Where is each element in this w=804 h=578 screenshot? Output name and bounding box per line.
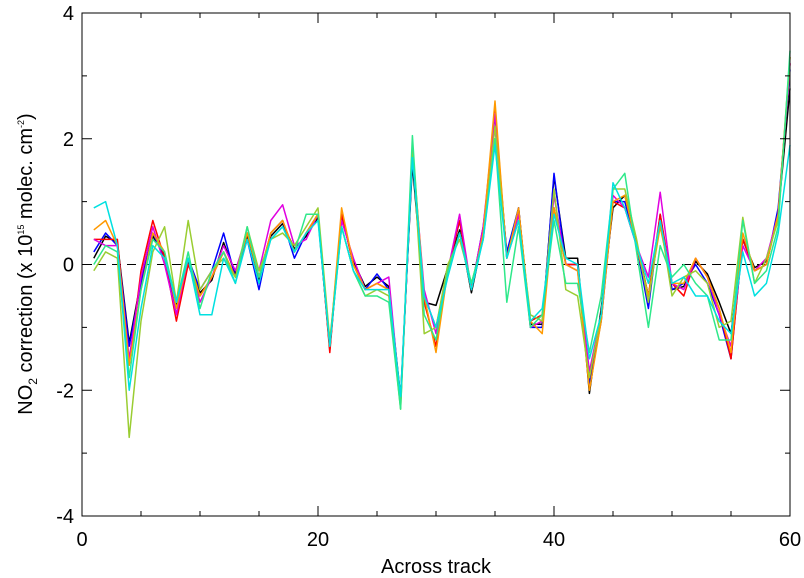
- y-tick-label: 2: [63, 129, 74, 151]
- y-label-sub: 2: [26, 378, 40, 385]
- y-label-part: ): [15, 113, 37, 120]
- y-label-sup: 15: [16, 225, 26, 235]
- y-tick-label: 0: [63, 255, 74, 277]
- x-tick-label: 60: [779, 529, 801, 551]
- x-tick-label: 40: [543, 529, 565, 551]
- data-line: [93, 56, 791, 439]
- x-axis-label: Across track: [381, 556, 492, 578]
- data-line: [93, 63, 791, 404]
- y-tick-label: -4: [56, 506, 74, 528]
- x-tick-label: 20: [307, 529, 329, 551]
- y-tick-label: 4: [63, 3, 74, 25]
- y-label-part: molec. cm: [15, 128, 37, 225]
- data-line: [93, 63, 791, 404]
- data-line: [93, 56, 791, 404]
- y-label-sup: -2: [16, 120, 26, 128]
- x-tick-label: 0: [76, 529, 87, 551]
- y-label-part: NO: [15, 385, 37, 415]
- y-label-part: correction (x 10: [15, 235, 37, 378]
- y-axis-label: NO2 correction (x 1015 molec. cm-2): [15, 113, 40, 414]
- y-tick-label: -2: [56, 380, 74, 402]
- data-line: [93, 50, 791, 410]
- data-line: [93, 144, 791, 398]
- data-line: [93, 88, 791, 398]
- data-line: [93, 69, 791, 404]
